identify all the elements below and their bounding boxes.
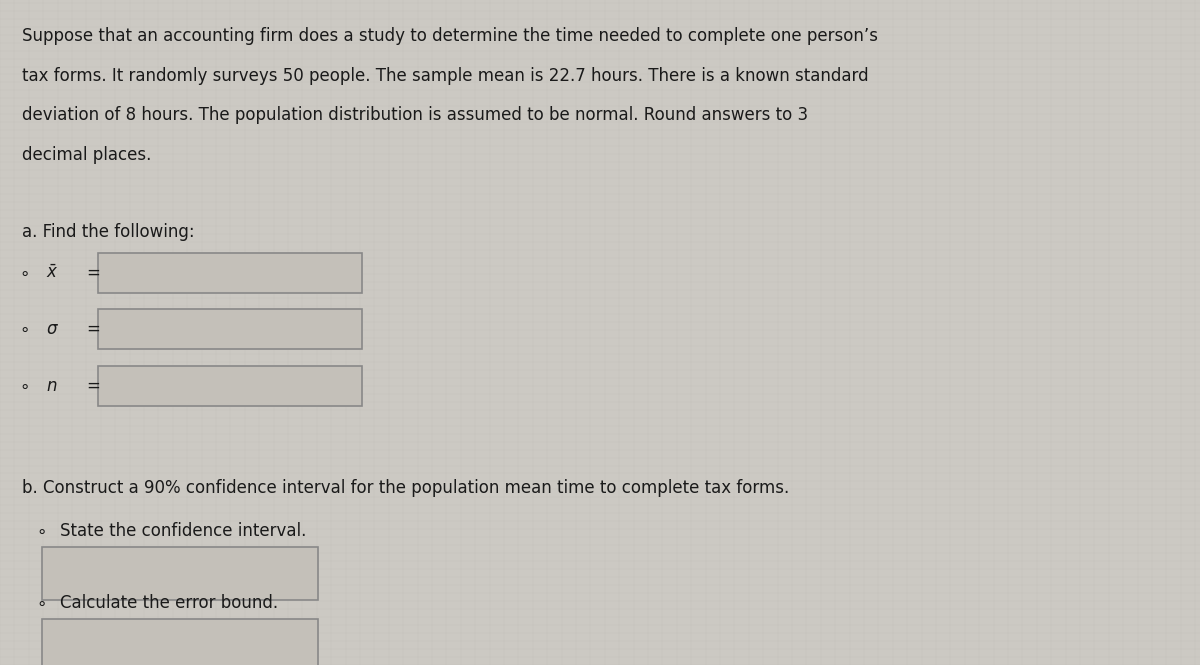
Text: $\circ$: $\circ$ bbox=[36, 522, 46, 540]
Text: a. Find the following:: a. Find the following: bbox=[22, 223, 194, 241]
Text: Suppose that an accounting firm does a study to determine the time needed to com: Suppose that an accounting firm does a s… bbox=[22, 27, 877, 45]
Text: decimal places.: decimal places. bbox=[22, 146, 151, 164]
Text: $n$: $n$ bbox=[46, 376, 58, 395]
Text: =: = bbox=[86, 263, 101, 282]
Text: =: = bbox=[86, 320, 101, 338]
Text: $\circ$: $\circ$ bbox=[19, 376, 29, 395]
Text: $\circ$: $\circ$ bbox=[36, 594, 46, 612]
FancyBboxPatch shape bbox=[42, 547, 318, 600]
Text: tax forms. It randomly surveys 50 people. The sample mean is 22.7 hours. There i: tax forms. It randomly surveys 50 people… bbox=[22, 66, 869, 84]
Text: Calculate the error bound.: Calculate the error bound. bbox=[60, 594, 278, 612]
Text: b. Construct a 90% confidence interval for the population mean time to complete : b. Construct a 90% confidence interval f… bbox=[22, 479, 788, 497]
Text: $\circ$: $\circ$ bbox=[19, 263, 29, 282]
FancyBboxPatch shape bbox=[98, 253, 362, 293]
FancyBboxPatch shape bbox=[42, 619, 318, 665]
Text: $\bar{x}$: $\bar{x}$ bbox=[46, 263, 58, 282]
FancyBboxPatch shape bbox=[98, 309, 362, 349]
FancyBboxPatch shape bbox=[98, 366, 362, 406]
Text: =: = bbox=[86, 376, 101, 395]
Text: $\sigma$: $\sigma$ bbox=[46, 320, 59, 338]
Text: State the confidence interval.: State the confidence interval. bbox=[60, 522, 306, 540]
Text: deviation of 8 hours. The population distribution is assumed to be normal. Round: deviation of 8 hours. The population dis… bbox=[22, 106, 808, 124]
Text: $\circ$: $\circ$ bbox=[19, 320, 29, 338]
